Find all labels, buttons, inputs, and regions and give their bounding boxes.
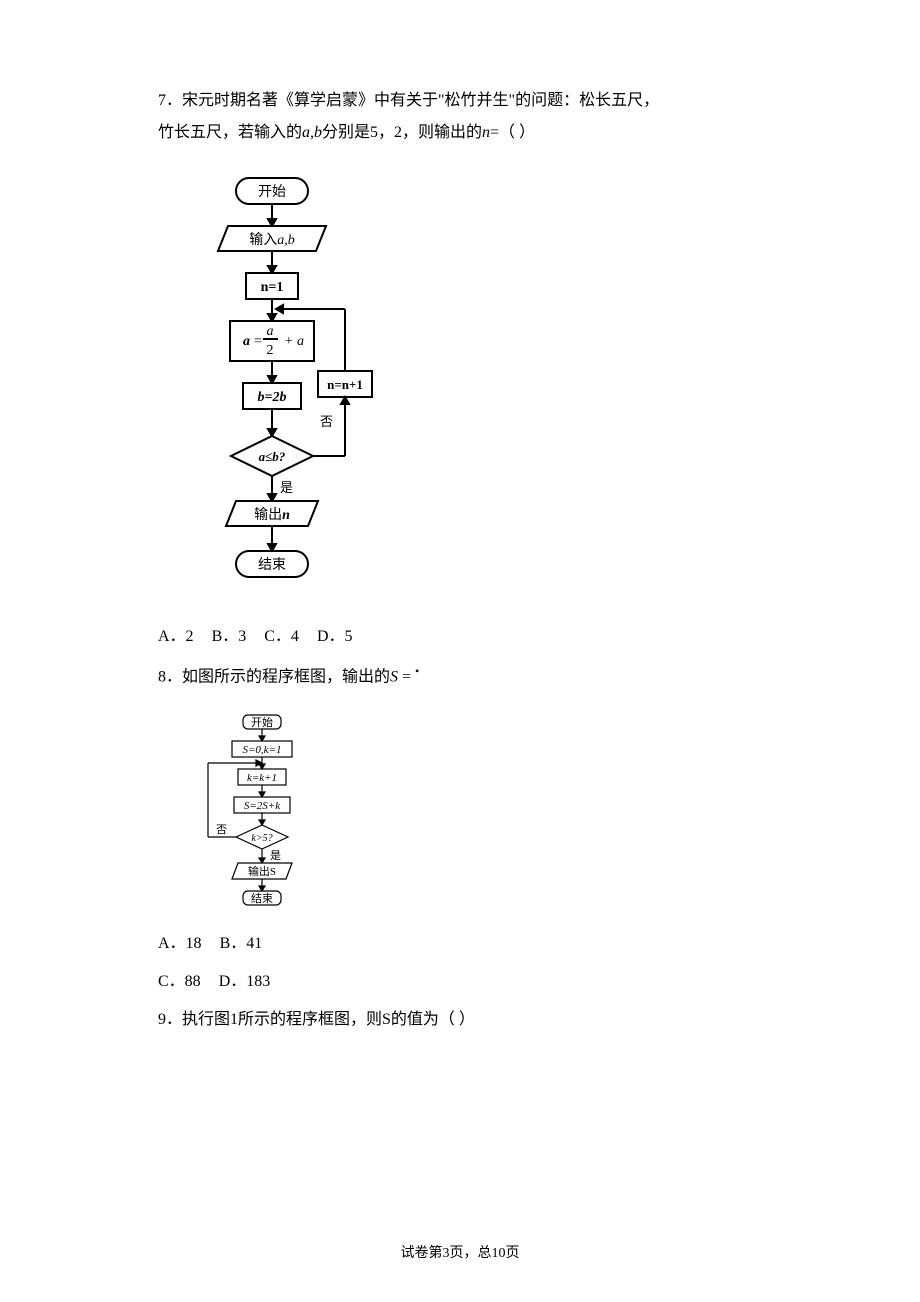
fc2-end: 结束 — [251, 892, 273, 905]
q8-mark: • — [415, 664, 419, 678]
svg-text:输出n: 输出n — [254, 507, 290, 523]
fc1-init: n=1 — [261, 280, 284, 295]
fc1-input-vars: a,b — [277, 233, 295, 248]
fc1-end: 结束 — [258, 557, 286, 573]
q7-line2-prefix: 竹长五尺，若输入的 — [158, 124, 302, 141]
fc2-yes: 是 — [270, 849, 281, 862]
fc1-out-var: n — [282, 508, 290, 523]
q7-line2-var1: a,b — [302, 124, 322, 141]
fc2-inck: k=k+1 — [247, 772, 277, 784]
fc1-inc: n=n+1 — [327, 377, 363, 392]
q7-line1: 7．宋元时期名著《算学启蒙》中有关于"松竹并生"的问题：松长五尺， — [158, 85, 762, 117]
q8-var: S — [390, 668, 398, 685]
fc2-start: 开始 — [251, 715, 273, 729]
q8-opt-b: B．41 — [220, 935, 263, 952]
fc1-aplus: + a — [284, 334, 304, 349]
svg-text:输入a,b: 输入a,b — [249, 232, 295, 248]
fc1-out-prefix: 输出 — [254, 507, 282, 523]
fc1-start: 开始 — [258, 184, 286, 200]
q7-opt-d: D．5 — [317, 628, 353, 645]
fc2-out: 输出S — [248, 864, 276, 878]
fc1-aden: 2 — [267, 343, 274, 358]
q8-answers-row1: A．18 B．41 — [158, 928, 762, 960]
fc2-init: S=0,k=1 — [243, 744, 282, 756]
q8-text: 8．如图所示的程序框图，输出的S = • — [158, 659, 762, 693]
q7-flowchart: 开始 输入a,b n=1 a = a 2 + a b=2b — [188, 176, 373, 596]
q8-answers-row2: C．88 D．183 — [158, 966, 762, 998]
q7-line2-mid: 分别是5，2，则输出的 — [322, 124, 482, 141]
fc1-yes: 是 — [280, 480, 293, 495]
q7-line2-var2: n — [482, 124, 490, 141]
fc1-cond: a≤b? — [259, 449, 286, 464]
fc2-cond: k>5? — [251, 833, 272, 844]
q8-flowchart: 开始 S=0,k=1 k=k+1 S=2S+k k>5? 否 是 输出S — [188, 713, 343, 913]
fc1-aeq: = — [254, 334, 262, 349]
q7-opt-c: C．4 — [264, 628, 299, 645]
page-footer: 试卷第3页，总10页 — [0, 1242, 920, 1262]
q8-eq: = — [398, 668, 415, 685]
q7-text: 7．宋元时期名著《算学启蒙》中有关于"松竹并生"的问题：松长五尺， 竹长五尺，若… — [158, 85, 762, 149]
q7-line2-suffix: =（ ） — [490, 124, 535, 141]
fc1-assignb: b=2b — [258, 390, 287, 405]
fc1-anum: a — [267, 324, 274, 339]
q8-opt-a: A．18 — [158, 935, 202, 952]
fc2-no: 否 — [216, 824, 227, 836]
q8-opt-c: C．88 — [158, 973, 201, 990]
fc1-alhs: a — [243, 334, 250, 349]
q9-text: 9．执行图1所示的程序框图，则S的值为（ ） — [158, 1004, 762, 1036]
q7-opt-a: A．2 — [158, 628, 194, 645]
fc1-input-prefix: 输入 — [249, 232, 277, 248]
q8-prefix: 8．如图所示的程序框图，输出的 — [158, 668, 390, 685]
q8-opt-d: D．183 — [219, 973, 271, 990]
q7-line2: 竹长五尺，若输入的a,b分别是5，2，则输出的n=（ ） — [158, 117, 762, 149]
fc1-no: 否 — [320, 414, 333, 429]
q7-opt-b: B．3 — [212, 628, 247, 645]
fc2-assigns: S=2S+k — [244, 800, 281, 812]
q7-answers: A．2 B．3 C．4 D．5 — [158, 621, 762, 653]
